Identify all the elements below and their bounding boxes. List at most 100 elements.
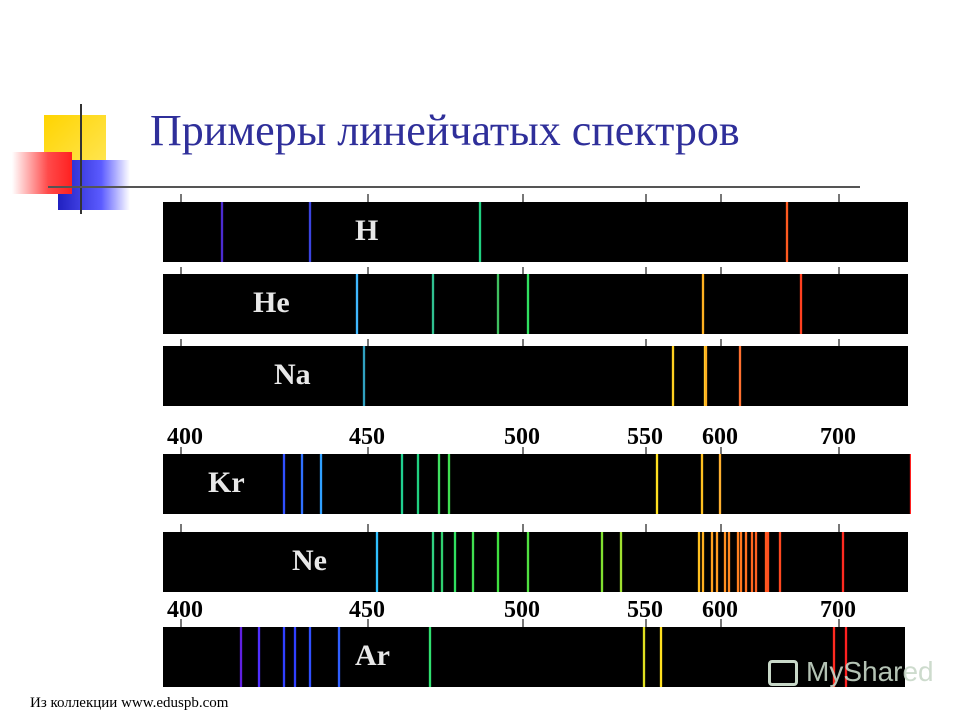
axis-tick: [720, 194, 722, 202]
spectral-line: [294, 627, 297, 687]
spectral-line: [845, 627, 848, 687]
element-label: Ne: [292, 544, 327, 577]
spectral-line: [620, 532, 623, 592]
spectrum-strip-he: He: [163, 274, 908, 334]
axis-tick-label: 700: [820, 424, 856, 450]
spectral-line: [356, 274, 359, 334]
spectral-line: [257, 627, 260, 687]
axis-tick-label: 550: [627, 597, 663, 623]
spectral-line: [910, 454, 911, 514]
spectral-line: [833, 627, 836, 687]
spectral-line: [703, 346, 706, 406]
spectral-line: [472, 532, 475, 592]
axis-tick: [838, 339, 840, 347]
page-title: Примеры линейчатых спектров: [150, 106, 740, 155]
watermark: MyShared: [806, 656, 934, 687]
spectral-line: [363, 346, 366, 406]
spectral-line: [738, 346, 741, 406]
spectrum-strip-ar: Ar: [163, 627, 905, 687]
axis-tick: [720, 619, 722, 627]
spectral-line: [497, 274, 500, 334]
spectral-line: [728, 532, 731, 592]
axis-tick: [367, 619, 369, 627]
axis-tick: [367, 194, 369, 202]
axis-tick-label: 400: [167, 424, 203, 450]
spectral-line: [526, 274, 529, 334]
spectral-line: [301, 454, 304, 514]
spectral-line: [283, 627, 286, 687]
axis-tick: [720, 524, 722, 532]
wavelength-axis: 400 450 500 550 600 700: [160, 597, 910, 629]
spectral-line: [283, 454, 286, 514]
spectral-line: [702, 274, 704, 334]
axis-tick: [645, 194, 647, 202]
axis-tick: [522, 619, 524, 627]
axis-tick-label: 550: [627, 424, 663, 450]
axis-tick-label: 600: [702, 597, 738, 623]
axis-tick: [645, 447, 647, 455]
axis-tick: [720, 339, 722, 347]
spectral-line: [401, 454, 404, 514]
spectral-line: [416, 454, 419, 514]
watermark-icon: [768, 660, 798, 686]
axis-tick: [367, 524, 369, 532]
title-vertical-rule: [80, 104, 82, 214]
axis-tick: [645, 267, 647, 275]
element-label: H: [355, 214, 379, 247]
spectral-line: [447, 454, 450, 514]
spectrum-strip-h: H: [163, 202, 908, 262]
spectral-line: [441, 532, 444, 592]
spectral-line: [660, 627, 662, 687]
axis-tick: [522, 194, 524, 202]
axis-tick: [180, 339, 182, 347]
axis-tick-label: 400: [167, 597, 203, 623]
spectral-line: [376, 532, 379, 592]
axis-tick: [720, 267, 722, 275]
spectral-line: [740, 532, 743, 592]
element-label: He: [253, 286, 290, 319]
spectral-line: [744, 532, 747, 592]
spectral-line: [337, 627, 340, 687]
spectral-line: [767, 532, 770, 592]
element-label: Kr: [208, 466, 245, 499]
spectral-line: [642, 627, 645, 687]
spectral-line: [800, 274, 803, 334]
axis-tick: [838, 619, 840, 627]
spectral-line: [655, 454, 658, 514]
spectral-line: [429, 627, 431, 687]
axis-tick: [645, 524, 647, 532]
spectral-line: [755, 532, 758, 592]
axis-tick: [838, 524, 840, 532]
spectral-line: [764, 532, 767, 592]
spectral-line: [841, 532, 844, 592]
axis-tick: [838, 267, 840, 275]
axis-tick: [720, 447, 722, 455]
axis-tick-label: 700: [820, 597, 856, 623]
spectral-line: [715, 532, 718, 592]
axis-tick-label: 500: [504, 597, 540, 623]
axis-tick: [645, 619, 647, 627]
spectral-line: [438, 454, 441, 514]
spectral-line: [432, 274, 435, 334]
spectral-line: [526, 532, 529, 592]
spectral-line: [432, 532, 435, 592]
spectral-line: [750, 532, 753, 592]
element-label: Ar: [355, 639, 390, 672]
spectral-line: [497, 532, 500, 592]
axis-tick: [367, 447, 369, 455]
footer-credit: Из коллекции www.eduspb.com: [30, 695, 229, 711]
spectral-line: [308, 627, 311, 687]
spectral-line: [221, 202, 224, 262]
spectral-line: [723, 532, 726, 592]
spectral-line: [711, 532, 713, 592]
spectrum-strip-ne: Ne: [163, 532, 908, 592]
spectral-line: [319, 454, 322, 514]
spectral-line: [308, 202, 311, 262]
axis-tick: [180, 194, 182, 202]
axis-tick: [522, 447, 524, 455]
axis-tick: [180, 524, 182, 532]
axis-tick: [645, 339, 647, 347]
spectral-line: [478, 202, 481, 262]
spectrum-strip-kr: Kr: [163, 454, 911, 514]
spectral-line: [700, 454, 703, 514]
